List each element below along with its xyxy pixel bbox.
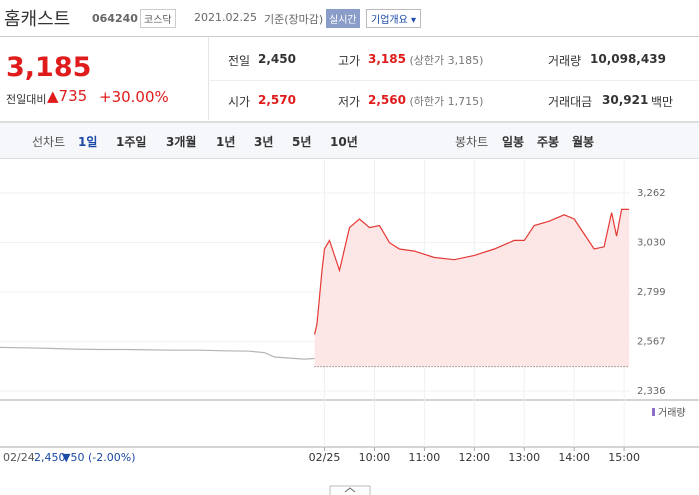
stat-note: (상한가 3,185): [409, 54, 484, 67]
stat-unit: 백만: [651, 95, 674, 109]
change-value: 735: [58, 87, 88, 105]
line-tab[interactable]: 1주일: [116, 135, 147, 149]
basis: 기준(장마감): [264, 13, 324, 26]
date: 2021.02.25: [194, 11, 257, 24]
prev-date: 02/24: [3, 451, 35, 464]
y-tick-label: 3,262: [637, 188, 666, 199]
change-label: 전일대비: [6, 93, 47, 106]
stock-name: 홈캐스트: [4, 9, 71, 30]
separator: [208, 80, 699, 81]
stock-code: 064240: [92, 12, 138, 25]
stat-value: 10,098,439: [590, 52, 666, 66]
x-tick-label: 02/25: [309, 451, 341, 464]
x-tick-label: 12:00: [458, 451, 490, 464]
candle-label: 봉차트: [455, 135, 489, 149]
prev-change: ▼50: [62, 451, 84, 464]
x-tick-label: 15:00: [608, 451, 640, 464]
line-tab[interactable]: 5년: [292, 135, 312, 149]
change: ▲735: [47, 87, 88, 105]
realtime-badge[interactable]: 실시간: [326, 9, 360, 28]
stat-label: 고가: [338, 54, 361, 68]
prev-close: 2,450: [34, 451, 66, 464]
y-tick-label: 2,336: [637, 386, 666, 397]
line-tab[interactable]: 1일: [78, 135, 98, 149]
line-tab[interactable]: 10년: [330, 135, 358, 149]
y-tick-label: 2,799: [637, 287, 666, 298]
stat-label: 시가: [228, 95, 251, 109]
price-line: [314, 208, 630, 335]
candle-tab[interactable]: 월봉: [572, 135, 595, 149]
y-tick-label: 2,567: [637, 337, 666, 348]
stat-value: 2,570: [258, 93, 296, 107]
candle-tab[interactable]: 주봉: [537, 135, 560, 149]
separator: [208, 37, 209, 120]
line-tab[interactable]: 1년: [216, 135, 236, 149]
x-tick-label: 11:00: [409, 451, 441, 464]
tab-bar: [0, 122, 699, 159]
overview-button[interactable]: 기업개요 ▾: [366, 9, 422, 28]
price: 3,185: [6, 52, 92, 83]
x-tick-label: 14:00: [558, 451, 590, 464]
stat-note: (하한가 1,715): [409, 95, 484, 108]
overview-label: 기업개요: [371, 15, 408, 26]
candle-tab[interactable]: 일봉: [502, 135, 525, 149]
stat-value: 30,921: [602, 93, 649, 107]
stat-label: 거래량: [548, 54, 582, 68]
stat-label: 저가: [338, 95, 361, 109]
x-tick-label: 13:00: [508, 451, 540, 464]
stat-value: 2,560: [368, 93, 406, 107]
line-tab[interactable]: 3년: [254, 135, 274, 149]
price-line: [0, 346, 315, 360]
collapse-icon: [344, 487, 356, 493]
change-pct: +30.00%: [99, 88, 169, 106]
stat-value: 3,185: [368, 52, 406, 66]
stat-value: 2,450: [258, 52, 296, 66]
line-tab[interactable]: 3개월: [166, 135, 197, 149]
stat-label: 거래대금: [548, 95, 593, 109]
market-badge: 코스닥: [140, 9, 176, 28]
stat-label: 전일: [228, 54, 251, 68]
volume-legend: 거래량: [658, 407, 686, 419]
line-label: 선차트: [32, 135, 66, 149]
area: [314, 209, 630, 367]
y-tick-label: 3,030: [637, 238, 666, 249]
volume-legend-swatch: [652, 408, 655, 416]
prev-change-pct: (-2.00%): [88, 451, 136, 464]
quote-box: [0, 36, 699, 122]
x-tick-label: 10:00: [359, 451, 391, 464]
collapse-tab[interactable]: [329, 485, 371, 495]
